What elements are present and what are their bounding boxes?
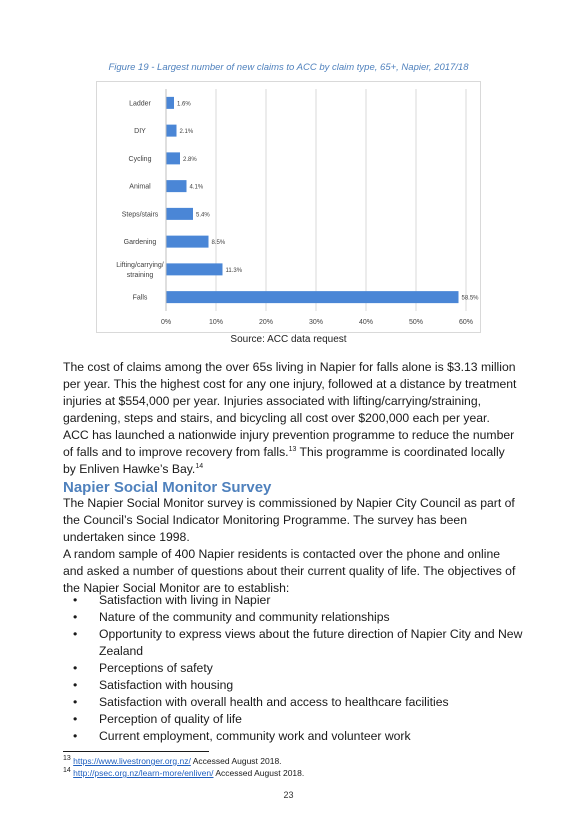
objective-item: • Nature of the community and community r…	[63, 609, 523, 626]
category-label: Steps/stairs	[122, 211, 159, 218]
paragraph-survey-sample: A random sample of 400 Napier residents …	[63, 547, 516, 595]
category-label: Ladder	[129, 100, 151, 107]
chart-frame	[96, 81, 481, 333]
section-heading: Napier Social Monitor Survey	[63, 479, 272, 496]
footnote-number: 13	[63, 755, 71, 763]
objective-text: Satisfaction with overall health and acc…	[99, 695, 449, 709]
data-label: 58.5%	[462, 296, 480, 302]
paragraph-falls-cost: The cost of claims among the over 65s li…	[63, 360, 517, 425]
objective-item: • Opportunity to express views about the …	[63, 626, 523, 660]
data-label: 8.5%	[212, 240, 226, 246]
figure-caption: Figure 19 - Largest number of new claims…	[108, 62, 469, 73]
x-tick-label: 60%	[459, 319, 473, 326]
objective-text: Perception of quality of life	[99, 712, 242, 726]
figure-source: Source: ACC data request	[230, 334, 347, 345]
objective-item: • Perception of quality of life	[63, 711, 523, 728]
bar	[166, 207, 193, 220]
x-tick-label: 20%	[259, 319, 273, 326]
footnote-text: Accessed August 2018.	[190, 756, 282, 766]
footnote-link[interactable]: https://www.livestronger.org.nz/	[73, 756, 191, 766]
objective-item: • Current employment, community work and …	[63, 728, 523, 745]
paragraph-survey-intro: The Napier Social Monitor survey is comm…	[63, 496, 515, 544]
bar	[166, 263, 223, 276]
paragraph-acc-text-1: ACC has launched a nationwide injury pre…	[63, 428, 515, 459]
bullet-icon: •	[73, 610, 78, 624]
category-label: Falls	[133, 295, 148, 302]
x-tick-label: 30%	[309, 319, 323, 326]
bullet-icon: •	[73, 593, 78, 607]
objective-text: Satisfaction with living in Napier	[99, 593, 271, 607]
data-label: 1.6%	[177, 101, 191, 107]
bullet-icon: •	[73, 678, 78, 692]
paragraph-acc-text-2: This programme is coordinated locally by…	[63, 445, 505, 476]
category-label: Cycling	[129, 156, 152, 163]
bullet-icon: •	[73, 627, 78, 641]
footnote-text: Accessed August 2018.	[213, 768, 305, 778]
category-label: Gardening	[124, 239, 157, 246]
bullet-icon: •	[73, 712, 78, 726]
bullet-icon: •	[73, 661, 78, 675]
bar	[166, 291, 459, 304]
paragraph-acc-programme: ACC has launched a nationwide injury pre…	[63, 427, 517, 478]
data-label: 2.1%	[180, 129, 194, 135]
footnote-13: 13 https://www.livestronger.org.nz/ Acce…	[63, 755, 282, 767]
objective-item: • Satisfaction with overall health and ac…	[63, 694, 523, 711]
footnote-number: 14	[63, 767, 71, 775]
category-label: DIY	[134, 128, 146, 135]
category-label: Lifting/carrying/	[116, 262, 164, 269]
bar	[166, 96, 174, 109]
x-tick-label: 10%	[209, 319, 223, 326]
objective-item: • Satisfaction with living in Napier	[63, 592, 523, 609]
objective-text: Nature of the community and community re…	[99, 610, 390, 624]
objective-item: • Perceptions of safety	[63, 660, 523, 677]
data-label: 5.4%	[196, 212, 210, 218]
category-label: straining	[127, 272, 154, 279]
objective-text: Satisfaction with housing	[99, 678, 234, 692]
x-tick-label: 50%	[409, 319, 423, 326]
x-tick-label: 40%	[359, 319, 373, 326]
data-label: 4.1%	[190, 185, 204, 191]
objective-text: Perceptions of safety	[99, 661, 213, 675]
footnote-link[interactable]: http://psec.org.nz/learn-more/enliven/	[73, 768, 214, 778]
bullet-icon: •	[73, 729, 78, 743]
x-tick-label: 0%	[161, 319, 171, 326]
bar	[166, 180, 187, 193]
footnote-14: 14 http://psec.org.nz/learn-more/enliven…	[63, 767, 305, 779]
footnote-ref-14[interactable]: 14	[195, 462, 204, 470]
bar	[166, 124, 177, 137]
category-label: Animal	[129, 184, 151, 191]
objective-item: • Satisfaction with housing	[63, 677, 523, 694]
bar	[166, 152, 180, 165]
objective-text: Opportunity to express views about the f…	[99, 627, 523, 658]
footnote-ref-13[interactable]: 13	[288, 445, 297, 453]
objective-text: Current employment, community work and v…	[99, 729, 411, 743]
bar-chart: 0% 10% 20% 30% 40% 50% 60% 1.6% Ladder 2.1% DIY 2.8…	[116, 89, 480, 326]
objectives-list: • Satisfaction with living in Napier • Natu…	[63, 592, 523, 745]
footnote-divider	[63, 751, 209, 752]
page-number: 23	[283, 790, 294, 800]
bullet-icon: •	[73, 695, 78, 709]
bar	[166, 235, 209, 248]
data-label: 11.3%	[226, 268, 243, 274]
data-label: 2.8%	[183, 157, 197, 163]
